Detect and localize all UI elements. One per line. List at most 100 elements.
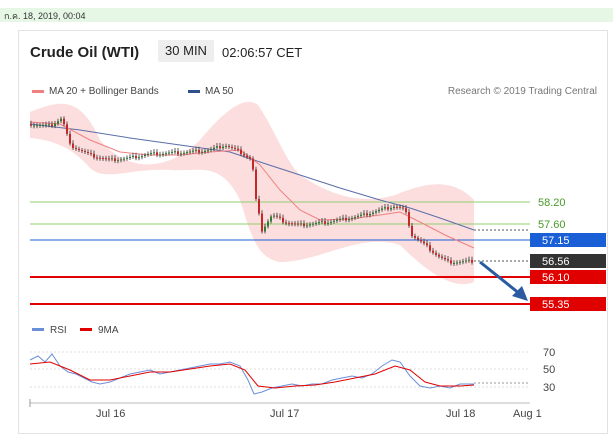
level-label-5820: 58.20	[538, 197, 566, 209]
candle-body	[129, 157, 131, 158]
candle-body	[396, 206, 398, 208]
candle-body	[138, 157, 140, 159]
candle-body	[327, 222, 329, 224]
candle-body	[141, 156, 143, 158]
candlesticks	[30, 116, 473, 266]
legend-ma50-label: MA 50	[205, 86, 234, 97]
candle-body	[249, 157, 251, 159]
candle-body	[453, 263, 455, 264]
candle-body	[69, 133, 71, 144]
candle-body	[303, 223, 305, 227]
candle-body	[252, 158, 254, 170]
candle-body	[258, 199, 260, 214]
candle-body	[204, 151, 206, 152]
candle-body	[102, 158, 104, 159]
candle-body	[405, 208, 407, 213]
candle-body	[381, 208, 383, 210]
candle-body	[54, 123, 56, 127]
bollinger-band	[30, 101, 474, 285]
rsi-ma-swatch	[80, 328, 92, 331]
candle-body	[153, 152, 155, 154]
candle-body	[417, 237, 419, 240]
candle-body	[360, 214, 362, 216]
candle-body	[255, 169, 257, 199]
candle-body	[168, 152, 170, 154]
candle-body	[372, 212, 374, 214]
rsi-swatch	[32, 328, 44, 331]
projection-arrow-shaft	[479, 260, 521, 296]
candle-body	[312, 223, 314, 225]
candle-body	[222, 146, 224, 149]
candle-body	[357, 215, 359, 217]
candle-body	[471, 259, 473, 263]
candle-body	[201, 151, 203, 153]
candle-body	[378, 209, 380, 212]
candle-body	[297, 223, 299, 225]
candle-body	[348, 219, 350, 221]
candle-body	[84, 151, 86, 152]
candle-body	[30, 124, 32, 126]
candle-body	[438, 254, 440, 257]
x-tick-jul18: Jul 18	[446, 408, 475, 420]
candle-body	[42, 124, 44, 126]
candle-body	[246, 155, 248, 158]
candle-body	[156, 152, 158, 156]
candle-body	[171, 151, 173, 153]
level-box-5535	[530, 297, 606, 311]
projection-arrow-head	[512, 286, 528, 301]
candle-body	[282, 217, 284, 223]
candle-body	[306, 225, 308, 227]
candle-body	[162, 153, 164, 155]
candle-body	[219, 146, 221, 149]
ma50-swatch	[188, 89, 200, 93]
candle-body	[57, 121, 59, 124]
candle-body	[456, 262, 458, 264]
candle-body	[300, 223, 302, 225]
candle-body	[144, 155, 146, 157]
timeframe-button[interactable]: 30 MIN	[158, 40, 214, 62]
candle-body	[267, 221, 269, 227]
rsi-legend-label: RSI	[50, 325, 67, 336]
candle-body	[123, 158, 125, 160]
candle-body	[366, 213, 368, 216]
candle-body	[264, 226, 266, 232]
candle-body	[291, 223, 293, 225]
candle-body	[126, 157, 128, 159]
candle-body	[309, 224, 311, 226]
candle-body	[78, 149, 80, 150]
candle-body	[216, 146, 218, 148]
candle-body	[165, 153, 167, 155]
candle-body	[234, 147, 236, 149]
candle-body	[237, 148, 239, 150]
candle-body	[354, 217, 356, 219]
legend-ma20-label: MA 20 + Bollinger Bands	[49, 86, 159, 97]
candle-body	[363, 213, 365, 215]
candle-body	[351, 218, 353, 220]
candle-body	[39, 125, 41, 126]
candle-body	[186, 152, 188, 154]
level-label-5760: 57.60	[538, 219, 566, 231]
level-label-5610: 56.10	[542, 272, 570, 284]
candle-body	[468, 259, 470, 261]
candle-body	[45, 124, 47, 126]
candle-body	[195, 149, 197, 151]
candle-body	[432, 250, 434, 253]
candle-body	[465, 260, 467, 262]
candle-body	[279, 216, 281, 218]
candle-body	[459, 261, 461, 263]
candle-body	[228, 145, 230, 147]
candle-body	[177, 151, 179, 155]
candle-body	[441, 256, 443, 258]
timestamp-text: ก.ค. 18, 2019, 00:04	[4, 11, 86, 21]
candle-body	[159, 154, 161, 156]
candle-body	[414, 236, 416, 238]
candle-body	[384, 207, 386, 209]
candle-body	[339, 219, 341, 220]
rsi-tick-30: 30	[543, 382, 555, 394]
level-label-5715: 57.15	[542, 235, 570, 247]
candle-body	[324, 221, 326, 224]
candle-body	[261, 213, 263, 232]
candle-body	[285, 222, 287, 224]
candle-body	[369, 214, 371, 216]
